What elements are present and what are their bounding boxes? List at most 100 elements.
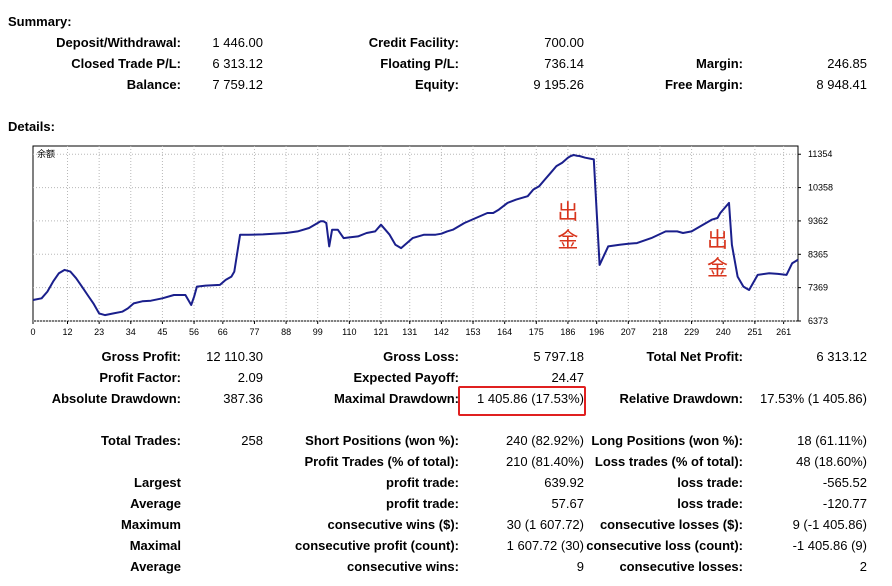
- max-consecutive-losses-value: 9 (-1 405.86): [792, 517, 867, 532]
- withdrawal-annotation-char: 金: [557, 228, 578, 252]
- total-net-profit-value: 6 313.12: [816, 349, 867, 364]
- x-tick-label: 34: [126, 327, 136, 337]
- closed-trade-label: Closed Trade P/L:: [71, 56, 181, 71]
- max-consecutive-losses-label: consecutive losses ($):: [599, 517, 743, 532]
- x-tick-label: 218: [652, 327, 667, 337]
- x-tick-label: 240: [716, 327, 731, 337]
- maximal-consecutive-loss-label: consecutive loss (count):: [586, 538, 743, 553]
- x-tick-label: 153: [466, 327, 481, 337]
- free-margin-label: Free Margin:: [664, 77, 743, 92]
- average-profit-label: profit trade:: [386, 496, 459, 511]
- profit-factor-value: 2.09: [237, 370, 263, 385]
- y-tick-label: 7369: [808, 283, 828, 293]
- maximum-label: Maximum: [121, 517, 181, 532]
- maximal-consecutive-profit-value: 1 607.72 (30): [506, 538, 584, 553]
- relative-drawdown-value: 17.53% (1 405.86): [760, 391, 867, 406]
- balance-label: Balance:: [126, 77, 181, 92]
- avg-consecutive-losses-label: consecutive losses:: [619, 559, 743, 574]
- deposit-value: 1 446.00: [212, 35, 263, 50]
- short-positions-label: Short Positions (won %):: [305, 433, 459, 448]
- floating-value: 736.14: [544, 56, 584, 71]
- x-tick-label: 45: [157, 327, 167, 337]
- withdrawal-annotation-char: 金: [707, 256, 728, 280]
- gross-profit-label: Gross Profit:: [101, 349, 181, 364]
- largest-profit-value: 639.92: [544, 475, 584, 490]
- x-tick-label: 131: [402, 327, 417, 337]
- x-tick-label: 164: [497, 327, 512, 337]
- avg-consecutive-wins-label: consecutive wins:: [347, 559, 459, 574]
- x-tick-label: 261: [776, 327, 791, 337]
- x-tick-label: 66: [218, 327, 228, 337]
- maximal-drawdown-value: 1 405.86 (17.53%): [477, 391, 584, 406]
- maximal-drawdown-highlight: [458, 386, 586, 416]
- x-tick-label: 175: [529, 327, 544, 337]
- y-tick-label: 11354: [808, 149, 832, 159]
- balance-chart-svg: 0 12 23 34 45 56 66 77 88 99 110 121 131 142 153 164 175…: [30, 145, 833, 337]
- absolute-drawdown-value: 387.36: [223, 391, 263, 406]
- balance-series-line: [32, 154, 799, 317]
- largest-loss-label: loss trade:: [677, 475, 743, 490]
- free-margin-value: 8 948.41: [816, 77, 867, 92]
- absolute-drawdown-label: Absolute Drawdown:: [51, 391, 181, 406]
- x-tick-label: 251: [747, 327, 762, 337]
- average-2-label: Average: [130, 559, 181, 574]
- x-tick-label: 142: [434, 327, 449, 337]
- short-positions-value: 240 (82.92%): [505, 433, 584, 448]
- maximal-consecutive-loss-value: -1 405.86 (9): [792, 538, 867, 553]
- total-net-profit-label: Total Net Profit:: [646, 349, 743, 364]
- x-tick-label: 12: [63, 327, 73, 337]
- equity-label: Equity:: [414, 77, 459, 92]
- maximal-label: Maximal: [129, 538, 181, 553]
- closed-trade-value: 6 313.12: [212, 56, 263, 71]
- largest-label: Largest: [134, 475, 181, 490]
- y-tick-label: 9362: [808, 216, 828, 226]
- total-trades-label: Total Trades:: [101, 433, 181, 448]
- maximal-consecutive-profit-label: consecutive profit (count):: [295, 538, 459, 553]
- deposit-label: Deposit/Withdrawal:: [56, 35, 181, 50]
- x-tick-label: 56: [189, 327, 199, 337]
- y-tick-label: 8365: [808, 249, 828, 259]
- average-loss-value: -120.77: [822, 496, 867, 511]
- avg-consecutive-wins-value: 9: [576, 559, 584, 574]
- floating-label: Floating P/L:: [380, 56, 459, 71]
- expected-payoff-label: Expected Payoff:: [353, 370, 459, 385]
- long-positions-value: 18 (61.11%): [797, 433, 867, 448]
- largest-loss-value: -565.52: [822, 475, 867, 490]
- gross-loss-value: 5 797.18: [533, 349, 584, 364]
- x-tick-label: 23: [94, 327, 104, 337]
- y-tick-label: 6373: [808, 316, 828, 326]
- x-tick-label: 0: [30, 327, 35, 337]
- profit-factor-label: Profit Factor:: [99, 370, 181, 385]
- total-trades-value: 258: [241, 433, 263, 448]
- x-tick-label: 99: [313, 327, 323, 337]
- margin-label: Margin:: [696, 56, 743, 71]
- long-positions-label: Long Positions (won %):: [591, 433, 743, 448]
- balance-chart: 0 12 23 34 45 56 66 77 88 99 110 121 131 142 153 164 175…: [30, 145, 833, 337]
- profit-trades-value: 210 (81.40%): [505, 454, 584, 469]
- relative-drawdown-label: Relative Drawdown:: [619, 391, 743, 406]
- summary-title: Summary:: [8, 14, 72, 29]
- gross-loss-label: Gross Loss:: [383, 349, 459, 364]
- plot-frame: [32, 145, 799, 322]
- avg-consecutive-losses-value: 2: [859, 559, 867, 574]
- average-profit-value: 57.67: [551, 496, 584, 511]
- x-tick-label: 207: [621, 327, 636, 337]
- x-tick-label: 110: [342, 327, 356, 337]
- x-tick-label: 77: [249, 327, 259, 337]
- x-tick-label: 196: [589, 327, 604, 337]
- largest-profit-label: profit trade:: [386, 475, 459, 490]
- max-consecutive-wins-label: consecutive wins ($):: [327, 517, 459, 532]
- x-tick-label: 88: [281, 327, 291, 337]
- max-consecutive-wins-value: 30 (1 607.72): [506, 517, 584, 532]
- chart-corner-label: 余额: [37, 148, 55, 159]
- withdrawal-annotation-char: 出: [557, 200, 578, 224]
- equity-value: 9 195.26: [533, 77, 584, 92]
- y-tick-label: 10358: [808, 183, 833, 193]
- loss-trades-value: 48 (18.60%): [796, 454, 867, 469]
- gross-profit-value: 12 110.30: [206, 349, 263, 364]
- details-title: Details:: [8, 119, 55, 134]
- loss-trades-label: Loss trades (% of total):: [594, 454, 743, 469]
- x-tick-label: 186: [560, 327, 575, 337]
- credit-label: Credit Facility:: [368, 35, 459, 50]
- margin-value: 246.85: [827, 56, 867, 71]
